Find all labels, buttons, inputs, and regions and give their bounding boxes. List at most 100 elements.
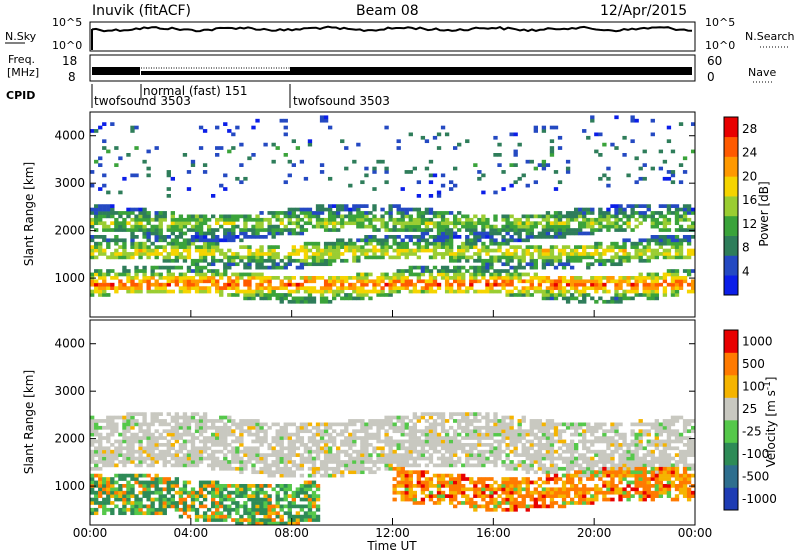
heatmap-cell: [678, 228, 684, 232]
heatmap-cell: [598, 449, 603, 454]
heatmap-cell: [94, 245, 99, 249]
heatmap-cell: [235, 449, 240, 454]
heatmap-cell: [344, 279, 349, 284]
heatmap-cell: [198, 484, 204, 488]
heatmap-cell: [670, 269, 676, 273]
heatmap-cell: [602, 422, 607, 427]
heatmap-cell: [356, 436, 361, 440]
heatmap-cell: [170, 258, 175, 263]
heatmap-cell: [90, 235, 95, 239]
heatmap-cell: [174, 439, 180, 444]
heatmap-cell: [299, 466, 305, 471]
heatmap-cell: [622, 466, 627, 471]
heatmap-cell: [412, 228, 417, 232]
heatmap-cell: [569, 439, 575, 444]
heatmap-cell: [235, 507, 240, 512]
heatmap-cell: [122, 425, 127, 430]
heatmap-cell: [142, 456, 147, 461]
heatmap-cell: [344, 449, 349, 454]
heatmap-cell: [299, 463, 305, 468]
heatmap-cell: [251, 511, 256, 516]
heatmap-cell: [440, 412, 446, 416]
heatmap-cell: [521, 415, 526, 420]
heatmap-cell: [364, 272, 369, 277]
heatmap-cell: [448, 456, 454, 461]
heatmap-cell: [602, 173, 607, 178]
heatmap-cell: [404, 255, 409, 260]
heatmap-cell: [630, 204, 635, 208]
heatmap-cell: [630, 276, 635, 280]
heatmap-cell: [340, 432, 345, 437]
heatmap-cell: [469, 456, 474, 461]
heatmap-cell: [436, 449, 442, 454]
heatmap-cell: [436, 422, 442, 427]
heatmap-cell: [219, 497, 224, 502]
heatmap-cell: [666, 235, 672, 239]
heatmap-cell: [453, 453, 458, 457]
heatmap-cell: [574, 217, 579, 222]
heatmap-cell: [223, 504, 228, 509]
heatmap-cell: [553, 228, 559, 232]
heatmap-cell: [158, 221, 163, 226]
heatmap-cell: [154, 446, 159, 451]
heatmap-cell: [126, 487, 131, 492]
heatmap-cell: [122, 511, 127, 516]
heatmap-cell: [291, 501, 296, 505]
heatmap-cell: [340, 238, 345, 243]
heatmap-cell: [586, 422, 591, 427]
heatmap-cell: [557, 135, 563, 140]
heatmap-cell: [275, 490, 280, 495]
heatmap-cell: [275, 449, 280, 454]
heatmap-cell: [521, 255, 526, 260]
heatmap-cell: [360, 214, 365, 219]
heatmap-cell: [505, 255, 510, 260]
heatmap-cell: [473, 224, 478, 229]
heatmap-cell: [170, 238, 175, 243]
heatmap-cell: [247, 272, 252, 277]
heatmap-cell: [271, 470, 276, 475]
heatmap-cell: [174, 432, 180, 437]
heatmap-cell: [94, 269, 99, 273]
heatmap-cell: [251, 228, 256, 232]
heatmap-cell: [513, 286, 518, 290]
heatmap-cell: [436, 214, 442, 219]
heatmap-cell: [420, 456, 426, 461]
heatmap-cell: [670, 279, 676, 284]
heatmap-cell: [440, 276, 446, 280]
heatmap-cell: [223, 422, 228, 427]
heatmap-cell: [646, 282, 651, 287]
heatmap-cell: [243, 296, 248, 301]
heatmap-cell: [126, 289, 131, 294]
heatmap-cell: [420, 446, 426, 451]
heatmap-cell: [602, 276, 607, 280]
heatmap-cell: [110, 494, 115, 498]
heatmap-cell: [235, 466, 240, 471]
heatmap-cell: [243, 460, 248, 464]
heatmap-cell: [142, 224, 147, 229]
heatmap-cell: [436, 194, 442, 198]
heatmap-cell: [344, 166, 349, 171]
heatmap-cell: [690, 211, 696, 215]
heatmap-cell: [243, 289, 248, 294]
heatmap-cell: [501, 425, 506, 430]
heatmap-cell: [453, 221, 458, 226]
heatmap-cell: [549, 439, 555, 444]
heatmap-cell: [630, 453, 635, 457]
heatmap-cell: [444, 282, 450, 287]
heatmap-cell: [267, 255, 272, 260]
heatmap-cell: [662, 439, 668, 444]
heatmap-cell: [267, 282, 272, 287]
heatmap-cell: [134, 228, 139, 232]
heatmap-cell: [198, 228, 204, 232]
heatmap-cell: [332, 214, 337, 219]
heatmap-cell: [400, 415, 405, 420]
heatmap-cell: [158, 504, 163, 509]
heatmap-cell: [400, 453, 405, 457]
heatmap-cell: [642, 279, 647, 284]
heatmap-cell: [590, 443, 595, 447]
heatmap-cell: [138, 453, 143, 457]
heatmap-cell: [614, 432, 619, 437]
heatmap-cell: [606, 221, 611, 226]
heatmap-cell: [356, 456, 361, 461]
heatmap-cell: [618, 255, 623, 260]
